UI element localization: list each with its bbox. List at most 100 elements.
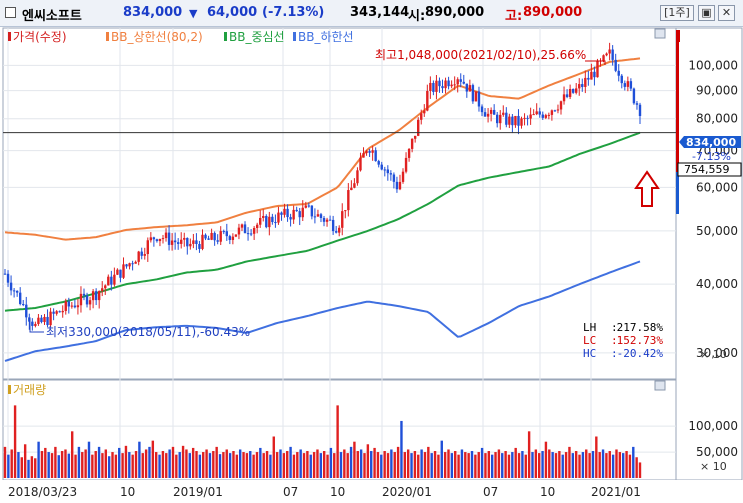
volume-bar — [104, 449, 107, 478]
candle-body — [277, 212, 280, 223]
stock-name: 엔씨소프트 — [22, 9, 82, 24]
volume-bar — [410, 453, 413, 478]
volume-bar — [97, 446, 101, 478]
candle-body — [571, 88, 575, 93]
candle-body — [137, 251, 140, 262]
candle-body — [499, 114, 502, 124]
volume-bar — [477, 452, 480, 478]
volume-minimize-icon[interactable] — [654, 380, 666, 391]
candle-body — [334, 231, 338, 233]
candle-body — [423, 110, 426, 114]
price-change-pct: (-7.13%) — [262, 5, 325, 20]
candle-body — [104, 285, 107, 289]
candle-body — [15, 290, 19, 293]
volume-bar — [181, 445, 185, 478]
candle-body — [347, 190, 350, 211]
candle-body — [517, 115, 520, 126]
candle-body — [289, 217, 292, 220]
volume-bar — [212, 451, 215, 478]
volume-bar — [57, 455, 60, 478]
volume-bar — [215, 446, 218, 478]
volume-bar — [554, 453, 558, 478]
volume-bar — [148, 446, 151, 478]
volume-bar — [198, 454, 202, 478]
volume-value: 343,144 — [350, 5, 410, 20]
volume-bar — [363, 453, 366, 478]
volume-bar — [383, 451, 386, 478]
panel-minimize-icon[interactable] — [654, 28, 666, 39]
volume-bar — [262, 453, 265, 478]
candle-body — [3, 273, 7, 275]
candle-body — [34, 323, 37, 326]
axis-scroll-top[interactable] — [676, 30, 680, 42]
stat-lc-label: LC — [583, 334, 596, 347]
candle-body — [240, 224, 244, 228]
volume-bar — [618, 452, 622, 478]
candle-body — [380, 164, 383, 170]
candle-body — [602, 55, 605, 61]
candle-body — [353, 183, 356, 188]
candle-body — [107, 276, 110, 286]
candle-body — [28, 317, 31, 322]
candle-body — [459, 79, 462, 82]
time-tick-label: 10 — [540, 485, 555, 499]
volume-bar — [158, 454, 161, 478]
candle-body — [568, 88, 572, 97]
candle-body — [101, 288, 104, 292]
volume-bar — [433, 451, 437, 478]
volume-bar — [218, 454, 222, 478]
volume-bar — [406, 449, 410, 478]
candle-body — [374, 150, 377, 162]
volume-bar — [161, 451, 165, 478]
volume-bar — [507, 454, 511, 478]
select-checkbox[interactable] — [5, 7, 16, 18]
candle-body — [286, 208, 289, 218]
volume-bar — [487, 451, 491, 478]
candle-body — [76, 305, 80, 308]
candle-body — [164, 232, 168, 239]
period-button[interactable]: [1주] — [660, 5, 694, 21]
volume-bar — [430, 453, 433, 478]
volume-bar — [121, 453, 124, 478]
price-tick-label: 90,000 — [696, 84, 738, 98]
volume-bar — [60, 451, 64, 478]
candle-body — [73, 305, 77, 308]
candle-body — [438, 80, 441, 87]
volume-bar — [420, 449, 423, 478]
volume-bar — [292, 454, 296, 478]
candle-body — [234, 234, 238, 237]
candle-body — [635, 103, 639, 105]
volume-bar — [265, 451, 269, 478]
volume-bar — [484, 453, 487, 478]
candle-body — [292, 209, 295, 220]
volume-bar — [598, 452, 601, 478]
open-label: 시: — [408, 9, 426, 24]
candle-body — [638, 104, 642, 116]
volume-bar — [286, 451, 289, 478]
volume-bar — [333, 453, 336, 478]
candle-body — [371, 150, 374, 153]
volume-bar — [561, 454, 564, 478]
time-tick-label: 10 — [120, 485, 135, 499]
candle-body — [526, 117, 529, 119]
stats-box: LH : 217.58% LC : 152.73% HC : -20.42% — [583, 321, 663, 360]
candle-body — [22, 304, 25, 306]
volume-bar — [84, 449, 87, 478]
high-label: 고: — [505, 9, 523, 24]
high-annotation: 최고1,048,000(2021/02/10),25.66% — [375, 48, 586, 62]
candle-body — [474, 91, 478, 102]
volume-bar — [490, 454, 494, 478]
candle-body — [480, 106, 484, 113]
volume-bar — [457, 454, 460, 478]
candle-body — [325, 219, 329, 222]
close-icon[interactable]: ✕ — [718, 5, 735, 21]
volume-bar — [54, 446, 57, 478]
volume-bar — [568, 446, 571, 478]
price-legend: 가격(수정) BB_상한선(80,2) BB_중심선 BB_하한선 — [8, 30, 354, 44]
volume-unit-label: × 10 — [700, 460, 727, 473]
candle-body — [67, 301, 71, 307]
candle-body — [173, 240, 177, 243]
candle-body — [584, 77, 587, 87]
candle-body — [88, 300, 92, 305]
restore-window-icon[interactable]: ▣ — [698, 5, 715, 21]
